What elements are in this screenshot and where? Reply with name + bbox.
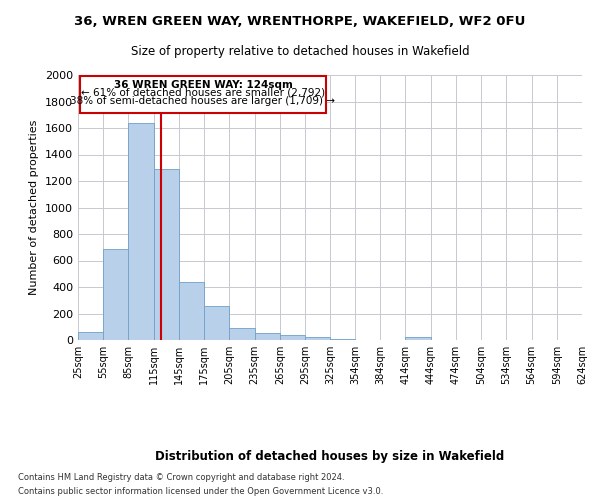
Bar bbox=[154, 169, 179, 340]
Bar bbox=[254, 334, 280, 340]
Text: 38% of semi-detached houses are larger (1,709) →: 38% of semi-detached houses are larger (… bbox=[70, 96, 335, 106]
Bar bbox=[305, 336, 331, 340]
Bar bbox=[80, 76, 326, 114]
Text: ← 61% of detached houses are smaller (2,792): ← 61% of detached houses are smaller (2,… bbox=[81, 88, 325, 98]
Bar bbox=[103, 248, 128, 340]
Bar bbox=[128, 122, 154, 340]
Bar bbox=[406, 338, 431, 340]
Bar bbox=[204, 306, 229, 340]
Text: Size of property relative to detached houses in Wakefield: Size of property relative to detached ho… bbox=[131, 45, 469, 58]
Text: 36 WREN GREEN WAY: 124sqm: 36 WREN GREEN WAY: 124sqm bbox=[113, 80, 292, 90]
Text: Distribution of detached houses by size in Wakefield: Distribution of detached houses by size … bbox=[155, 450, 505, 463]
Text: Contains HM Land Registry data © Crown copyright and database right 2024.: Contains HM Land Registry data © Crown c… bbox=[18, 472, 344, 482]
Text: Contains public sector information licensed under the Open Government Licence v3: Contains public sector information licen… bbox=[18, 488, 383, 496]
Bar bbox=[280, 336, 305, 340]
Bar bbox=[331, 338, 355, 340]
Bar bbox=[229, 328, 254, 340]
Text: 36, WREN GREEN WAY, WRENTHORPE, WAKEFIELD, WF2 0FU: 36, WREN GREEN WAY, WRENTHORPE, WAKEFIEL… bbox=[74, 15, 526, 28]
Y-axis label: Number of detached properties: Number of detached properties bbox=[29, 120, 40, 295]
Bar bbox=[179, 282, 204, 340]
Bar bbox=[78, 332, 103, 340]
